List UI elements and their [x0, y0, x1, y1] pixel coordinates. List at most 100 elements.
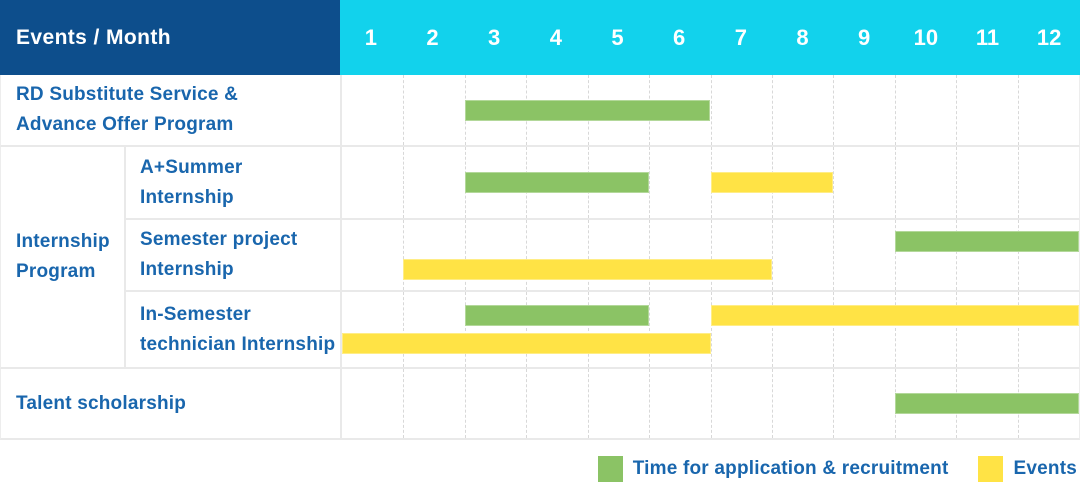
month-gridline [833, 220, 835, 290]
month-gridline [833, 369, 835, 438]
month-gridline [403, 75, 405, 145]
row-label-talent-scholarship: Talent scholarship [0, 369, 340, 440]
month-gridline [587, 369, 589, 438]
row-label-a-plus-summer: A+Summer Internship [124, 147, 340, 220]
month-header-6: 6 [648, 0, 710, 75]
legend-item-recruitment: Time for application & recruitment [597, 456, 949, 482]
gantt-bar-recruitment [464, 99, 711, 121]
gantt-bar-events [403, 258, 772, 280]
month-gridline [956, 75, 958, 145]
month-gridline [1017, 75, 1019, 145]
row-label-rd-substitute: RD Substitute Service & Advance Offer Pr… [0, 75, 340, 147]
month-gridline [956, 147, 958, 218]
gantt-bar-recruitment [894, 230, 1079, 252]
gantt-bar-recruitment [464, 172, 650, 193]
month-gridline [403, 292, 405, 367]
bar-line [342, 305, 1079, 326]
month-gridline [403, 369, 405, 438]
month-gridline [771, 369, 773, 438]
gantt-bar-events [710, 172, 834, 193]
row-label-line: A+Summer [140, 156, 243, 178]
bar-line [342, 333, 1079, 354]
bar-line [342, 172, 1079, 193]
month-header-9: 9 [833, 0, 895, 75]
month-gridline [649, 147, 651, 218]
month-gridline [649, 369, 651, 438]
row-label-semester-project: Semester project Internship [124, 220, 340, 292]
events-color-swatch [978, 456, 1004, 482]
gantt-bar-events [710, 305, 1079, 326]
month-gridline [956, 220, 958, 290]
row-label-line: Internship [140, 186, 234, 208]
month-gridline [526, 292, 528, 367]
bar-line [342, 230, 1079, 252]
month-gridline [771, 292, 773, 367]
group-label-internship-program: Internship Program [0, 147, 124, 369]
legend-label-recruitment: Time for application & recruitment [632, 458, 949, 479]
month-gridline [833, 147, 835, 218]
gantt-bar-recruitment [894, 393, 1079, 414]
month-gridline [403, 147, 405, 218]
month-gridline [649, 220, 651, 290]
chart-row-in-semester-technician [340, 292, 1080, 369]
legend-label-events: Events [1013, 458, 1077, 479]
month-gridline [894, 75, 896, 145]
corner-header: Events / Month [0, 0, 340, 75]
schedule-table: Events / Month 1 2 3 4 5 6 7 8 9 10 11 1… [0, 0, 1080, 440]
legend-item-events: Events [978, 456, 1077, 482]
chart-row-a-plus-summer [340, 147, 1080, 220]
row-label-in-semester-technician: In-Semester technician Internship [124, 292, 340, 369]
month-gridline [464, 292, 466, 367]
gantt-bar-recruitment [464, 305, 650, 326]
month-gridline [464, 220, 466, 290]
month-gridline [771, 220, 773, 290]
legend: Time for application & recruitment Event… [597, 452, 1077, 486]
row-label-line: Advance Offer Program [16, 114, 234, 135]
gantt-bar-events [342, 333, 711, 354]
month-gridline [526, 369, 528, 438]
month-header-4: 4 [525, 0, 587, 75]
month-gridline [403, 220, 405, 290]
month-gridline [1017, 220, 1019, 290]
month-header-12: 12 [1018, 0, 1080, 75]
month-gridline [1017, 292, 1019, 367]
month-gridline [587, 220, 589, 290]
month-gridline [710, 220, 712, 290]
month-gridline [894, 220, 896, 290]
row-label-line: In-Semester [140, 303, 251, 325]
row-label-line: Semester project [140, 229, 298, 250]
month-gridline [710, 292, 712, 367]
month-header-10: 10 [895, 0, 957, 75]
bar-line [342, 99, 1079, 121]
month-gridline [833, 75, 835, 145]
month-gridline [464, 369, 466, 438]
chart-row-rd-substitute [340, 75, 1080, 147]
recruitment-color-swatch [597, 456, 623, 482]
month-header-11: 11 [956, 0, 1019, 75]
bar-line [342, 258, 1079, 280]
chart-row-semester-project [340, 220, 1080, 292]
row-label-line: Talent scholarship [16, 392, 187, 414]
month-header-8: 8 [771, 0, 834, 75]
month-gridline [526, 220, 528, 290]
month-header-7: 7 [710, 0, 772, 75]
month-gridline [649, 292, 651, 367]
month-gridline [771, 75, 773, 145]
row-label-line: RD Substitute Service & [16, 84, 239, 105]
month-gridline [710, 75, 712, 145]
month-header-3: 3 [463, 0, 525, 75]
group-label-line: Program [16, 261, 96, 282]
row-label-line: technician Internship [140, 333, 336, 355]
month-header-2: 2 [401, 0, 464, 75]
month-gridline [1017, 147, 1019, 218]
month-gridline [894, 292, 896, 367]
month-gridline [956, 292, 958, 367]
month-gridline [710, 369, 712, 438]
bar-line [342, 393, 1079, 414]
month-gridline [587, 292, 589, 367]
month-header-1: 1 [340, 0, 402, 75]
group-label-line: Internship [16, 231, 110, 252]
month-header-5: 5 [586, 0, 649, 75]
chart-row-talent-scholarship [340, 369, 1080, 440]
